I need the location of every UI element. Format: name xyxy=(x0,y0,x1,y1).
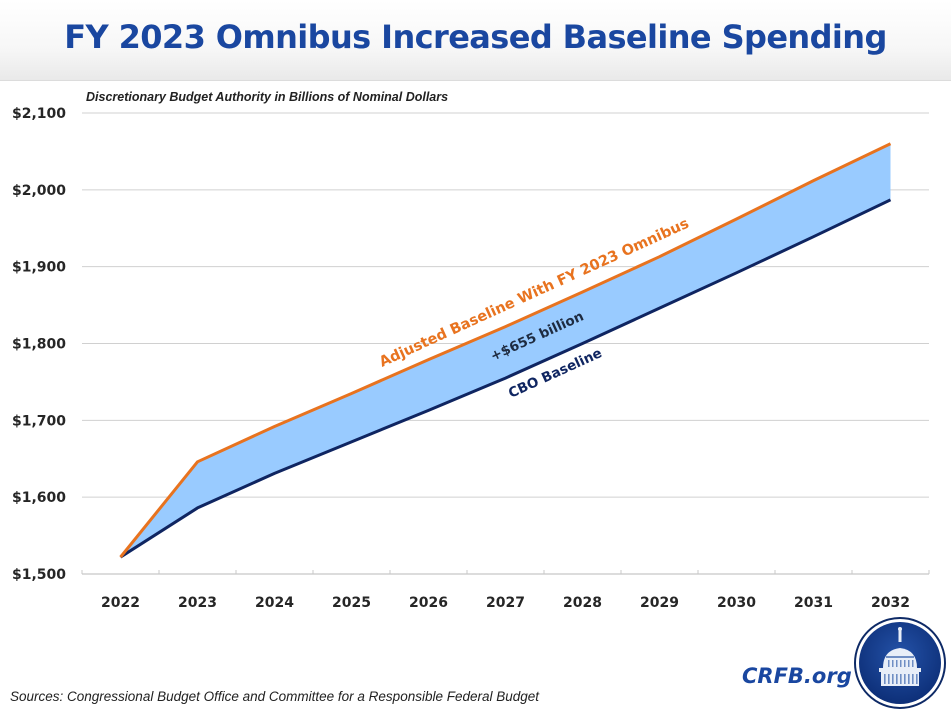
gridlines xyxy=(82,112,929,498)
x-tick-label: 2028 xyxy=(563,595,602,611)
chart-subtitle: Discretionary Budget Authority in Billio… xyxy=(86,90,449,104)
y-tick-label: $2,100 xyxy=(12,106,66,122)
y-tick-label: $2,000 xyxy=(12,183,66,199)
series-line-cbo-baseline xyxy=(119,198,892,559)
series-layer xyxy=(119,142,892,559)
x-tick-label: 2027 xyxy=(486,595,525,611)
source-note: Sources: Congressional Budget Office and… xyxy=(10,689,540,704)
x-tick-label: 2025 xyxy=(332,595,371,611)
x-tick-label: 2030 xyxy=(717,595,756,611)
crfb-link[interactable]: CRFB.org xyxy=(742,664,852,688)
capitol-dome-logo-icon xyxy=(854,617,946,709)
title-band xyxy=(0,0,951,81)
y-tick-label: $1,800 xyxy=(12,337,66,353)
x-tick-label: 2022 xyxy=(101,595,140,611)
x-axis: 2022 2023 2024 2025 2026 2027 2028 2029 2030 2031… xyxy=(81,570,930,611)
y-axis-ticks: $1,500 $1,600 $1,700 $1,800 $1,900 $2,000 $2,1… xyxy=(12,106,66,583)
difference-area xyxy=(120,143,891,558)
x-tick-label: 2024 xyxy=(255,595,294,611)
x-tick-label: 2023 xyxy=(178,595,217,611)
x-tick-label: 2031 xyxy=(794,595,833,611)
x-tick-label: 2026 xyxy=(409,595,448,611)
chart-title: FY 2023 Omnibus Increased Baseline Spend… xyxy=(64,18,887,56)
y-tick-label: $1,600 xyxy=(12,490,66,506)
y-tick-label: $1,700 xyxy=(12,413,66,429)
y-tick-label: $1,500 xyxy=(12,567,66,583)
y-tick-label: $1,900 xyxy=(12,260,66,276)
x-tick-label: 2032 xyxy=(871,595,910,611)
x-tick-label: 2029 xyxy=(640,595,679,611)
